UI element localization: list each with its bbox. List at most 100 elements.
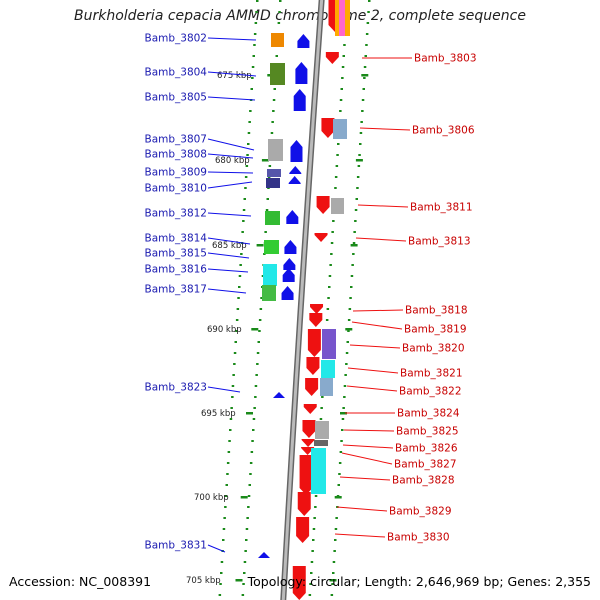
leader-line xyxy=(352,309,404,312)
scale-tick xyxy=(256,244,264,247)
feature-block xyxy=(270,63,285,85)
tick-mark xyxy=(259,308,263,310)
tick-mark xyxy=(230,407,233,409)
forward-gene-label: Bamb_3831 xyxy=(144,540,207,552)
tick-mark xyxy=(328,275,332,277)
tick-mark xyxy=(277,22,281,24)
tick-mark xyxy=(225,484,228,486)
tick-mark xyxy=(335,517,338,519)
reverse-gene-label: Bamb_3825 xyxy=(396,426,459,438)
reverse-gene-arrow xyxy=(309,313,323,327)
tick-mark xyxy=(337,143,340,145)
tick-mark xyxy=(334,176,338,178)
tick-mark xyxy=(233,363,236,365)
tick-mark xyxy=(311,550,314,552)
tick-mark xyxy=(334,539,337,541)
tick-mark xyxy=(231,385,235,387)
forward-gene-arrow xyxy=(289,166,302,174)
scale-label: 705 kbp xyxy=(186,576,221,586)
tick-mark xyxy=(358,154,361,156)
tick-mark xyxy=(247,132,251,134)
leader-line xyxy=(207,171,254,174)
tick-mark xyxy=(251,77,254,79)
reverse-gene-arrow xyxy=(306,357,320,375)
tick-mark xyxy=(273,88,276,90)
forward-gene-arrow xyxy=(286,210,299,224)
tick-mark xyxy=(235,319,239,321)
tick-mark xyxy=(251,440,254,442)
tick-mark xyxy=(254,22,258,24)
forward-gene-arrow xyxy=(282,268,295,282)
backbone-highlight xyxy=(281,0,324,600)
tick-mark xyxy=(338,473,341,475)
tick-mark xyxy=(242,209,246,211)
tick-mark xyxy=(233,352,237,354)
feature-block xyxy=(262,285,276,301)
scale-label: 675 kbp xyxy=(217,71,252,81)
leader-line xyxy=(355,237,407,242)
tick-mark xyxy=(250,451,254,453)
forward-gene-arrow xyxy=(295,62,308,84)
tick-mark xyxy=(341,66,345,68)
tick-mark xyxy=(236,308,240,310)
feature-block xyxy=(266,178,280,188)
tick-mark xyxy=(359,143,362,145)
forward-gene-label: Bamb_3812 xyxy=(144,208,207,220)
leader-line xyxy=(339,476,391,481)
reverse-gene-label: Bamb_3818 xyxy=(405,305,468,317)
reverse-gene-arrow xyxy=(314,233,328,242)
tick-mark xyxy=(362,88,365,90)
tick-mark xyxy=(330,242,334,244)
tick-mark xyxy=(354,220,357,222)
tick-mark xyxy=(240,253,243,255)
tick-mark xyxy=(365,33,369,35)
tick-mark xyxy=(265,209,269,211)
reverse-gene-arrow xyxy=(301,439,315,447)
leader-line xyxy=(207,153,254,159)
tick-mark xyxy=(349,297,352,299)
tick-mark xyxy=(219,583,222,585)
leader-line xyxy=(349,344,401,349)
tick-mark xyxy=(244,176,248,178)
leader-line xyxy=(357,204,409,208)
tick-mark xyxy=(341,418,345,420)
tick-mark xyxy=(256,0,259,2)
tick-mark xyxy=(247,495,251,497)
leader-line xyxy=(342,444,394,449)
tick-mark xyxy=(246,517,249,519)
tick-mark xyxy=(360,121,363,123)
scale-tick xyxy=(246,412,253,415)
tick-mark xyxy=(232,374,235,376)
tick-mark xyxy=(254,385,258,387)
forward-gene-arrow xyxy=(258,552,270,558)
tick-mark xyxy=(339,451,343,453)
leader-line xyxy=(334,533,386,538)
tick-mark xyxy=(245,539,248,541)
reverse-gene-label: Bamb_3803 xyxy=(414,53,477,65)
forward-gene-label: Bamb_3816 xyxy=(144,264,207,276)
tick-mark xyxy=(312,539,315,541)
tick-mark xyxy=(237,297,240,299)
tick-mark xyxy=(356,187,359,189)
reverse-gene-arrow xyxy=(321,118,335,138)
leader-line xyxy=(336,506,388,512)
tick-mark xyxy=(312,528,316,530)
reverse-gene-label: Bamb_3811 xyxy=(410,202,473,214)
leader-line xyxy=(207,288,247,294)
tick-mark xyxy=(224,506,227,508)
scale-tick xyxy=(350,244,358,247)
map-title: Burkholderia cepacia AMMD chromosome 2, … xyxy=(74,8,526,24)
tick-mark xyxy=(220,572,223,574)
tick-mark xyxy=(314,495,318,497)
tick-mark xyxy=(250,88,253,90)
tick-mark xyxy=(333,550,336,552)
feature-block xyxy=(321,360,335,378)
forward-gene-arrow xyxy=(284,240,297,254)
feature-block xyxy=(265,211,280,225)
tick-mark xyxy=(330,253,333,255)
tick-mark xyxy=(272,110,275,112)
tick-mark xyxy=(363,66,367,68)
tick-mark xyxy=(243,561,247,563)
tick-mark xyxy=(342,55,345,57)
reverse-gene-label: Bamb_3830 xyxy=(387,532,450,544)
